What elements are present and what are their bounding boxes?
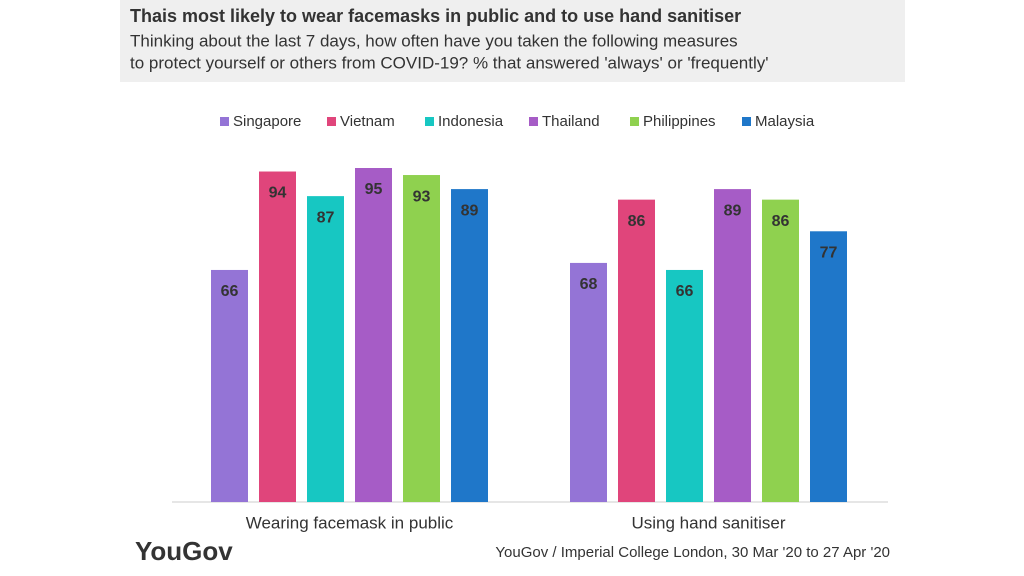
bar (307, 196, 344, 502)
bar (451, 189, 488, 503)
x-tick-label: Wearing facemask in public (246, 513, 454, 532)
legend-label: Singapore (233, 113, 301, 130)
source: YouGov / Imperial College London, 30 Mar… (495, 544, 890, 561)
legend-label: Philippines (643, 113, 716, 130)
value-label: 68 (580, 276, 598, 293)
bar (211, 269, 248, 502)
value-label: 89 (724, 202, 742, 219)
bar (355, 168, 392, 502)
legend-label: Thailand (542, 113, 600, 130)
bar (618, 199, 655, 503)
legend-swatch (327, 117, 336, 126)
title-box (120, 0, 905, 82)
legend-swatch (742, 117, 751, 126)
value-label: 93 (413, 188, 431, 205)
legend-label: Malaysia (755, 113, 815, 130)
chart-subtitle: Thinking about the last 7 days, how ofte… (130, 31, 738, 50)
bar (714, 189, 751, 503)
bar (403, 175, 440, 502)
legend-label: Indonesia (438, 113, 504, 130)
bar (570, 262, 607, 502)
value-label: 87 (317, 209, 335, 226)
value-label: 95 (365, 181, 383, 198)
legend-swatch (220, 117, 229, 126)
bar (762, 199, 799, 503)
legend-label: Vietnam (340, 113, 395, 130)
chart-title: Thais most likely to wear facemasks in p… (130, 6, 741, 26)
legend-swatch (425, 117, 434, 126)
bar (666, 269, 703, 502)
value-label: 89 (461, 202, 479, 219)
bar (810, 231, 847, 502)
value-label: 94 (269, 185, 287, 202)
x-tick-label: Using hand sanitiser (631, 513, 785, 532)
logo: YouGov (135, 536, 233, 566)
value-label: 86 (628, 213, 646, 230)
value-label: 77 (820, 245, 838, 262)
value-label: 66 (221, 283, 239, 300)
legend-swatch (529, 117, 538, 126)
value-label: 86 (772, 213, 790, 230)
value-label: 66 (676, 283, 694, 300)
legend-swatch (630, 117, 639, 126)
chart-subtitle: to protect yourself or others from COVID… (130, 53, 768, 72)
bar (259, 171, 296, 502)
